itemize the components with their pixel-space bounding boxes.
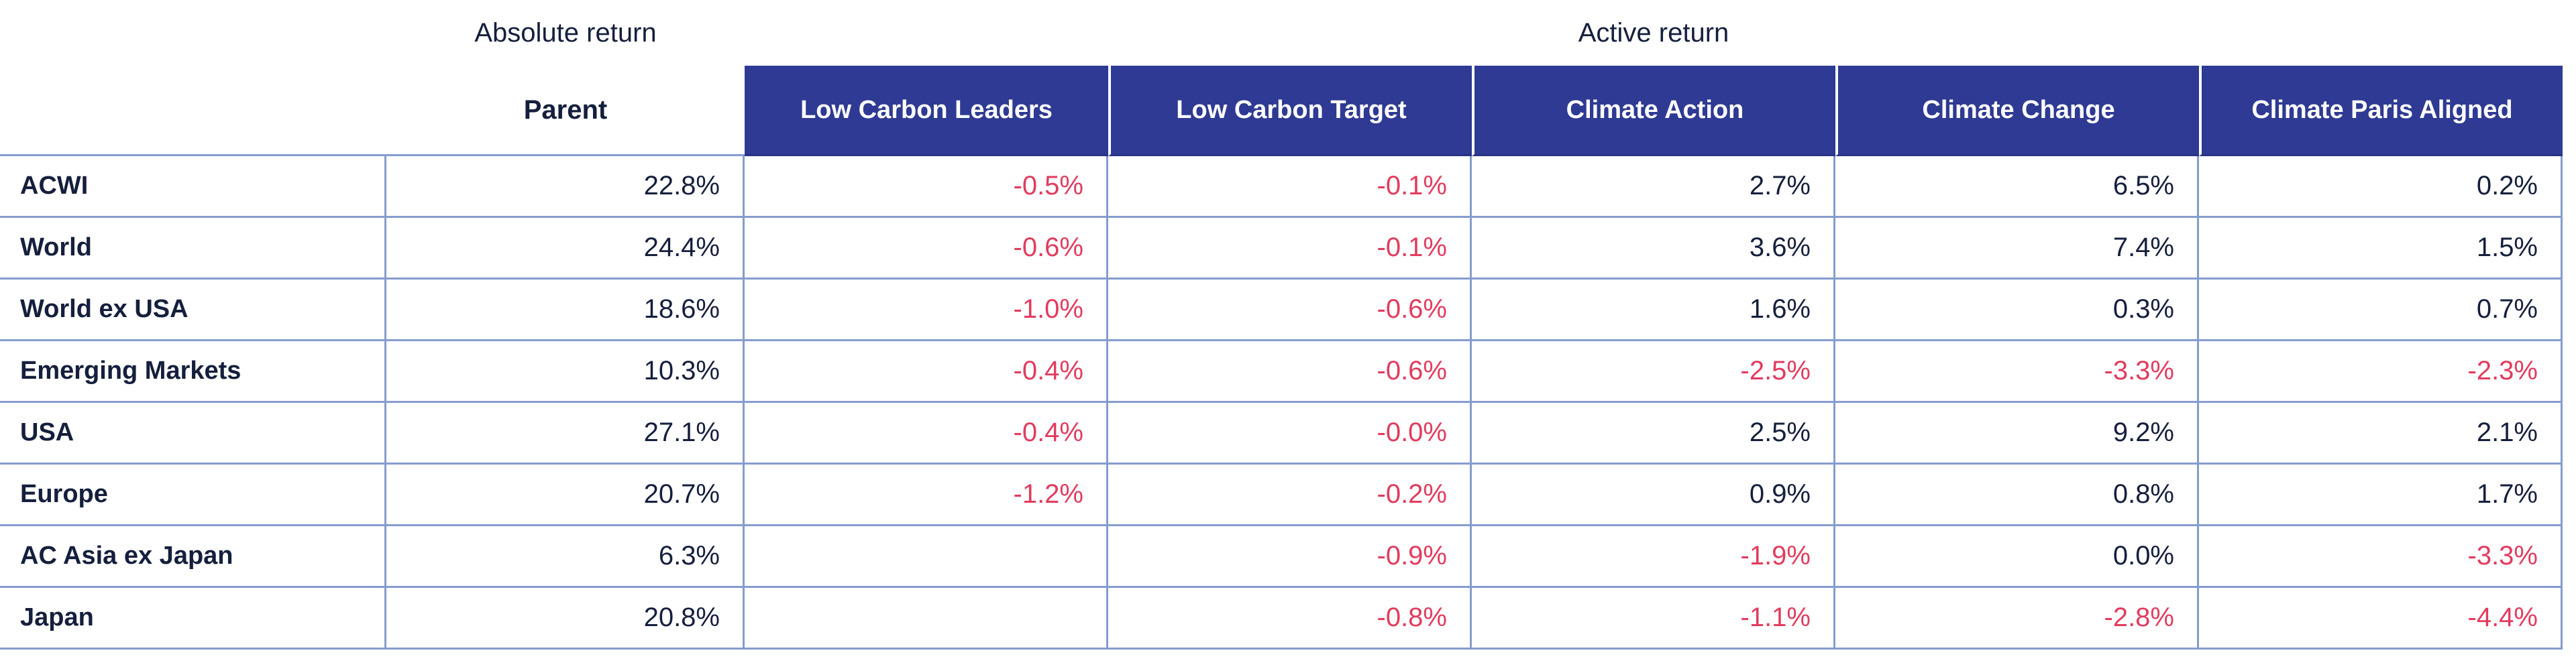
- value-acwi-parent: 22.8%: [386, 156, 745, 218]
- value-acwi-low-carbon-leaders: -0.5%: [745, 156, 1108, 218]
- value-ac-asia-ex-japan-climate-change: 0.0%: [1835, 526, 2199, 588]
- value-usa-low-carbon-leaders: -0.4%: [745, 403, 1108, 465]
- row-label-usa: USA: [0, 403, 386, 465]
- row-label-emerging-markets: Emerging Markets: [0, 341, 386, 403]
- value-usa-climate-paris-aligned: 2.1%: [2199, 403, 2563, 465]
- value-usa-parent: 27.1%: [386, 403, 745, 465]
- value-japan-low-carbon-leaders: [745, 588, 1108, 650]
- group-header-spacer: [0, 0, 386, 66]
- column-header-spacer: [0, 66, 386, 156]
- value-world-ex-usa-climate-paris-aligned: 0.7%: [2199, 280, 2563, 341]
- value-world-ex-usa-low-carbon-leaders: -1.0%: [745, 280, 1108, 341]
- value-world-low-carbon-target: -0.1%: [1108, 218, 1472, 280]
- value-world-ex-usa-parent: 18.6%: [386, 280, 745, 341]
- group-header-active-return: Active return: [745, 0, 2563, 66]
- value-acwi-low-carbon-target: -0.1%: [1108, 156, 1472, 218]
- value-japan-parent: 20.8%: [386, 588, 745, 650]
- column-header-parent: Parent: [386, 66, 745, 156]
- value-ac-asia-ex-japan-climate-action: -1.9%: [1472, 526, 1835, 588]
- value-usa-climate-action: 2.5%: [1472, 403, 1835, 465]
- value-europe-climate-change: 0.8%: [1835, 465, 2199, 526]
- value-emerging-markets-climate-change: -3.3%: [1835, 341, 2199, 403]
- index-returns-table: Absolute return Active return Parent Low…: [0, 0, 2563, 650]
- value-acwi-climate-change: 6.5%: [1835, 156, 2199, 218]
- value-acwi-climate-paris-aligned: 0.2%: [2199, 156, 2563, 218]
- column-header-low-carbon-leaders: Low Carbon Leaders: [745, 66, 1108, 156]
- value-europe-climate-action: 0.9%: [1472, 465, 1835, 526]
- value-emerging-markets-low-carbon-leaders: -0.4%: [745, 341, 1108, 403]
- value-europe-parent: 20.7%: [386, 465, 745, 526]
- column-header-climate-action: Climate Action: [1472, 66, 1835, 156]
- row-label-acwi: ACWI: [0, 156, 386, 218]
- value-ac-asia-ex-japan-low-carbon-leaders: [745, 526, 1108, 588]
- column-header-low-carbon-target: Low Carbon Target: [1108, 66, 1472, 156]
- value-japan-climate-action: -1.1%: [1472, 588, 1835, 650]
- value-world-ex-usa-low-carbon-target: -0.6%: [1108, 280, 1472, 341]
- value-japan-climate-paris-aligned: -4.4%: [2199, 588, 2563, 650]
- value-world-low-carbon-leaders: -0.6%: [745, 218, 1108, 280]
- value-ac-asia-ex-japan-parent: 6.3%: [386, 526, 745, 588]
- value-europe-low-carbon-leaders: -1.2%: [745, 465, 1108, 526]
- row-label-world: World: [0, 218, 386, 280]
- value-usa-low-carbon-target: -0.0%: [1108, 403, 1472, 465]
- value-world-ex-usa-climate-change: 0.3%: [1835, 280, 2199, 341]
- value-japan-climate-change: -2.8%: [1835, 588, 2199, 650]
- value-world-climate-change: 7.4%: [1835, 218, 2199, 280]
- column-header-climate-change: Climate Change: [1835, 66, 2199, 156]
- value-japan-low-carbon-target: -0.8%: [1108, 588, 1472, 650]
- value-usa-climate-change: 9.2%: [1835, 403, 2199, 465]
- value-europe-low-carbon-target: -0.2%: [1108, 465, 1472, 526]
- value-emerging-markets-climate-paris-aligned: -2.3%: [2199, 341, 2563, 403]
- value-europe-climate-paris-aligned: 1.7%: [2199, 465, 2563, 526]
- value-world-parent: 24.4%: [386, 218, 745, 280]
- row-label-japan: Japan: [0, 588, 386, 650]
- group-header-absolute-return: Absolute return: [386, 0, 745, 66]
- value-acwi-climate-action: 2.7%: [1472, 156, 1835, 218]
- value-emerging-markets-climate-action: -2.5%: [1472, 341, 1835, 403]
- column-header-climate-paris-aligned: Climate Paris Aligned: [2199, 66, 2563, 156]
- value-ac-asia-ex-japan-climate-paris-aligned: -3.3%: [2199, 526, 2563, 588]
- value-emerging-markets-low-carbon-target: -0.6%: [1108, 341, 1472, 403]
- row-label-europe: Europe: [0, 465, 386, 526]
- row-label-ac-asia-ex-japan: AC Asia ex Japan: [0, 526, 386, 588]
- value-world-ex-usa-climate-action: 1.6%: [1472, 280, 1835, 341]
- row-label-world-ex-usa: World ex USA: [0, 280, 386, 341]
- value-world-climate-action: 3.6%: [1472, 218, 1835, 280]
- value-emerging-markets-parent: 10.3%: [386, 341, 745, 403]
- value-ac-asia-ex-japan-low-carbon-target: -0.9%: [1108, 526, 1472, 588]
- value-world-climate-paris-aligned: 1.5%: [2199, 218, 2563, 280]
